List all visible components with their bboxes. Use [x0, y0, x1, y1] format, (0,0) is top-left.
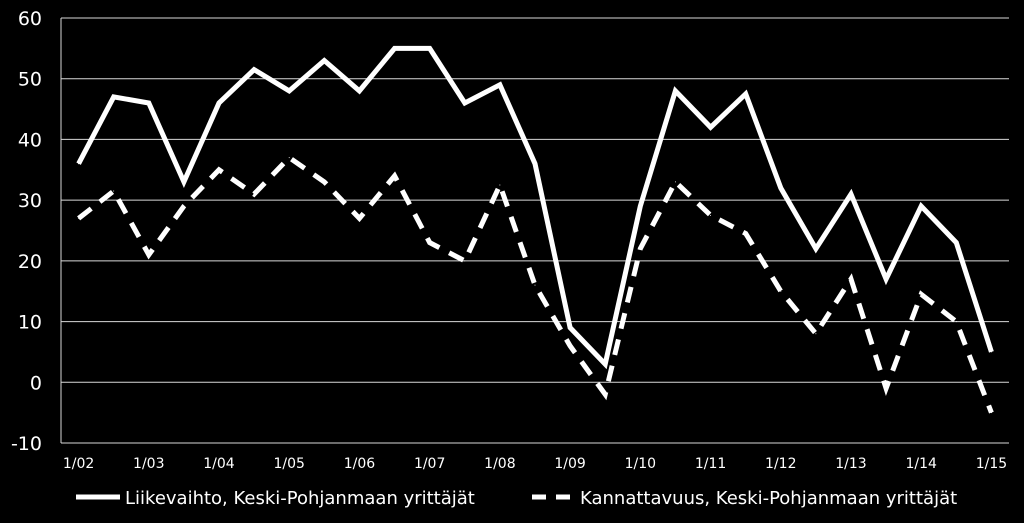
gridlines	[61, 17, 1009, 383]
data-point	[78, 163, 80, 165]
data-point	[920, 205, 922, 207]
data-point	[464, 102, 466, 104]
data-point	[358, 217, 360, 219]
data-point	[288, 90, 290, 92]
data-point	[674, 181, 676, 183]
data-point	[920, 293, 922, 295]
x-tick-label: 1/03	[133, 456, 164, 472]
data-point	[218, 169, 220, 171]
x-tick-label: 1/07	[414, 456, 445, 472]
data-point	[815, 248, 817, 250]
data-point	[323, 60, 325, 61]
data-point	[218, 102, 220, 104]
legend-label-kannattavuus: Kannattavuus, Keski-Pohjanmaan yrittäjät	[580, 488, 957, 509]
data-point	[955, 242, 957, 244]
x-tick-label: 1/11	[695, 456, 726, 472]
legend: Liikevaihto, Keski-Pohjanmaan yrittäjät …	[76, 488, 957, 509]
data-point	[955, 321, 957, 323]
data-point	[780, 187, 782, 189]
data-point	[990, 412, 992, 414]
y-tick-label: 40	[18, 129, 42, 151]
data-point	[569, 345, 571, 347]
series-lines	[76, 45, 994, 414]
series-line-kannattavuus	[77, 154, 994, 414]
y-tick-label: 20	[18, 251, 42, 273]
x-tick-label: 1/09	[554, 456, 585, 472]
data-point	[850, 193, 852, 195]
data-point	[604, 363, 606, 365]
data-point	[815, 333, 817, 335]
data-point	[78, 217, 80, 219]
data-point	[885, 387, 887, 389]
data-point	[429, 47, 431, 49]
y-tick-labels: -10 0 10 20 30 40 50 60	[11, 8, 42, 455]
data-point	[710, 214, 712, 216]
data-point	[358, 90, 360, 92]
data-point	[113, 190, 115, 192]
x-tick-label: 1/08	[484, 456, 515, 472]
data-point	[253, 69, 255, 71]
data-point	[534, 284, 536, 286]
data-point	[745, 93, 747, 95]
data-point	[499, 184, 501, 186]
axes	[60, 18, 1009, 444]
data-point	[183, 181, 185, 183]
data-point	[113, 96, 115, 98]
data-point	[534, 163, 536, 165]
x-tick-label: 1/02	[63, 456, 94, 472]
x-tick-label: 1/14	[905, 456, 937, 472]
data-point	[710, 126, 712, 128]
y-tick-label: 10	[18, 312, 42, 334]
data-point	[990, 351, 992, 353]
data-point	[639, 205, 641, 207]
data-point	[288, 157, 290, 159]
data-point	[253, 193, 255, 195]
x-tick-label: 1/06	[344, 456, 376, 472]
data-point	[604, 393, 606, 395]
x-tick-label: 1/10	[625, 456, 656, 472]
y-tick-label: -10	[11, 433, 42, 455]
data-point	[323, 181, 325, 183]
x-tick-label: 1/04	[203, 456, 235, 472]
data-point	[464, 260, 466, 262]
data-point	[780, 290, 782, 292]
x-tick-label: 1/05	[273, 456, 304, 472]
data-point	[674, 90, 676, 92]
y-tick-label: 30	[18, 190, 42, 212]
y-tick-label: 60	[18, 8, 42, 30]
data-point	[569, 327, 571, 329]
legend-label-liikevaihto: Liikevaihto, Keski-Pohjanmaan yrittäjät	[125, 488, 475, 509]
x-tick-labels: 1/02 1/03 1/04 1/05 1/06 1/07 1/08 1/09 1/10 1/11…	[63, 456, 1007, 472]
y-tick-label: 0	[30, 372, 42, 394]
data-point	[885, 278, 887, 280]
data-point	[394, 47, 396, 49]
data-point	[850, 278, 852, 280]
data-point	[499, 84, 501, 86]
x-tick-label: 1/12	[765, 456, 796, 472]
data-point	[148, 254, 150, 256]
data-point	[394, 175, 396, 177]
x-tick-label: 1/15	[976, 456, 1007, 472]
data-point	[745, 233, 747, 235]
data-point	[639, 248, 641, 250]
y-tick-label: 50	[18, 69, 42, 91]
data-point	[148, 102, 150, 104]
data-point	[429, 242, 431, 244]
data-point	[183, 205, 185, 207]
x-tick-label: 1/13	[835, 456, 866, 472]
